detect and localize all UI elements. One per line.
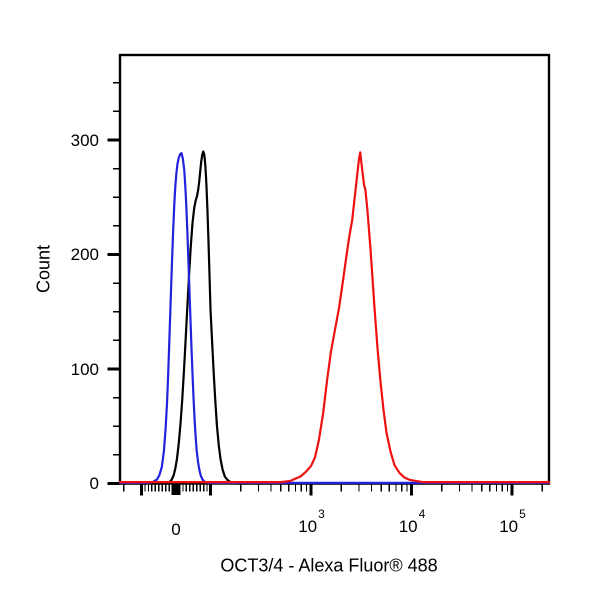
y-tick-label: 0	[89, 474, 99, 493]
x-tick-label: 104	[398, 507, 426, 536]
y-tick-label: 100	[70, 359, 99, 379]
x-axis-major-ticks	[140, 484, 514, 496]
x-tick-label: 103	[298, 507, 325, 536]
series-black	[119, 150, 550, 485]
plot-border	[118, 53, 551, 485]
y-tick-label: 200	[70, 245, 99, 264]
y-axis-major-ticks	[107, 138, 120, 485]
series-red	[119, 151, 550, 484]
x-axis-minor-ticks	[123, 484, 543, 492]
y-tick-label: 300	[70, 130, 99, 150]
series-blue	[119, 152, 550, 484]
x-tick-label: 105	[499, 507, 526, 536]
x-tick-label: 0	[171, 520, 181, 539]
y-axis-minor-ticks	[113, 82, 120, 456]
x-axis-title: OCT3/4 - Alexa Fluor® 488	[220, 555, 438, 576]
